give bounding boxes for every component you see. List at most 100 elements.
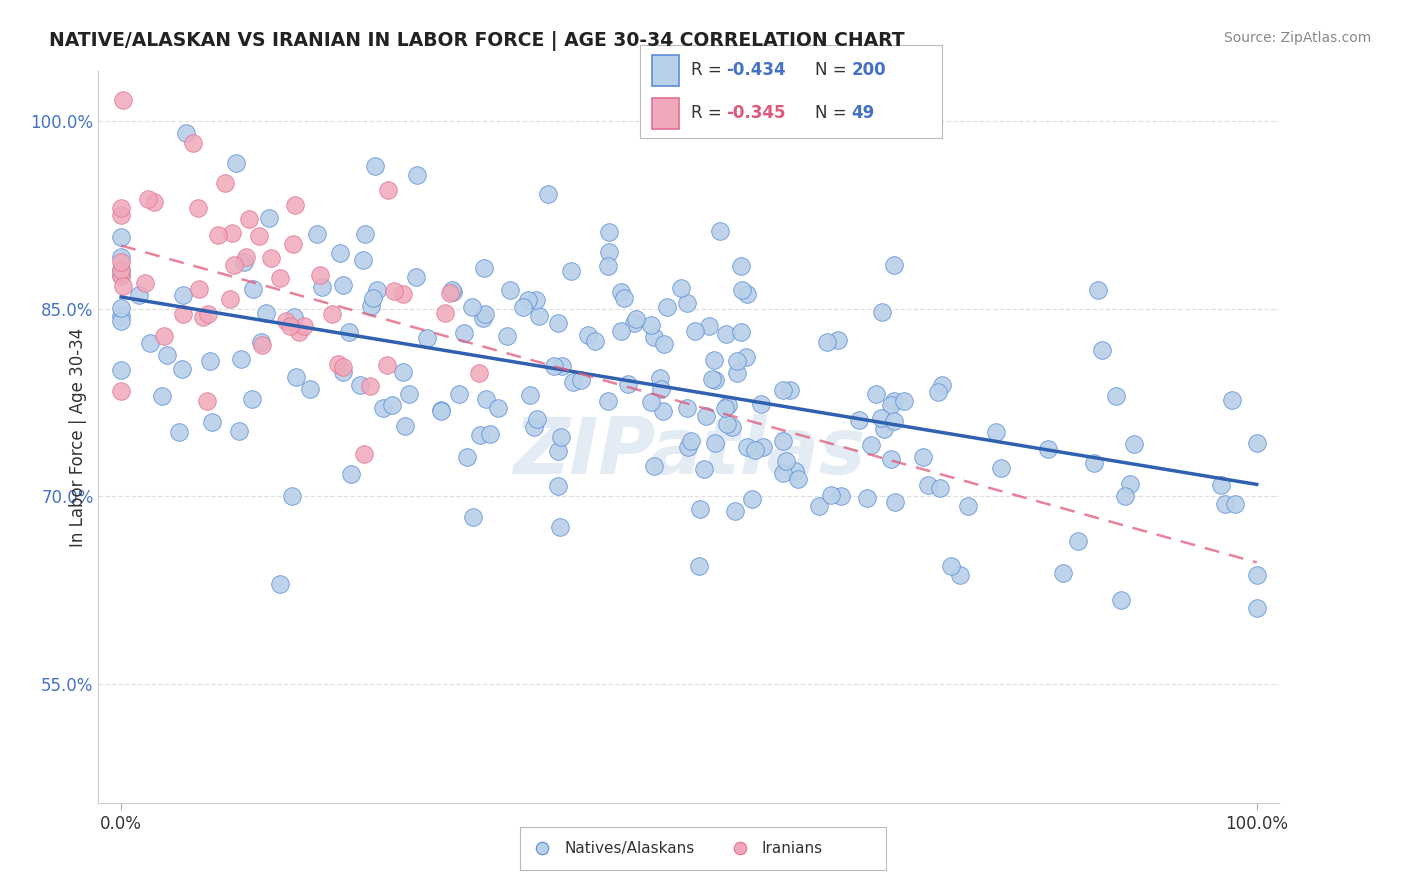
Point xyxy=(471,311,494,326)
Point xyxy=(724,504,747,518)
Point xyxy=(156,348,179,362)
Point xyxy=(772,383,794,397)
Point xyxy=(224,258,246,272)
Point xyxy=(598,393,620,408)
Point xyxy=(110,201,132,215)
Point xyxy=(700,372,723,386)
Point xyxy=(201,415,224,429)
Point xyxy=(110,230,132,244)
Point xyxy=(283,310,305,325)
Point xyxy=(332,366,354,380)
Point xyxy=(360,299,382,313)
Point xyxy=(728,841,751,855)
Point xyxy=(873,422,896,436)
Point xyxy=(260,252,283,266)
Point xyxy=(880,398,903,412)
Point xyxy=(716,326,738,341)
Point xyxy=(683,325,706,339)
Text: Source: ZipAtlas.com: Source: ZipAtlas.com xyxy=(1223,31,1371,45)
Point xyxy=(893,394,915,409)
Point xyxy=(679,434,702,449)
Point xyxy=(775,454,797,468)
Point xyxy=(1114,489,1136,503)
Point xyxy=(669,281,692,295)
Point xyxy=(709,224,731,238)
Point xyxy=(197,307,219,321)
Point xyxy=(349,377,371,392)
Point xyxy=(128,287,150,301)
Text: -0.434: -0.434 xyxy=(725,62,786,79)
Point xyxy=(598,225,620,239)
Point xyxy=(512,300,534,314)
Point xyxy=(704,373,727,387)
Point xyxy=(111,93,134,107)
Point xyxy=(398,386,420,401)
Point xyxy=(1246,435,1268,450)
Point xyxy=(657,300,679,314)
Point xyxy=(984,425,1007,440)
Point xyxy=(280,489,302,503)
Point xyxy=(526,293,548,307)
Point xyxy=(652,404,675,418)
Point xyxy=(449,386,471,401)
Point xyxy=(1246,567,1268,582)
Point xyxy=(468,427,491,442)
Point xyxy=(547,479,569,493)
Point xyxy=(576,327,599,342)
Point xyxy=(676,441,699,455)
Point xyxy=(883,414,905,428)
Point xyxy=(917,478,939,492)
Point xyxy=(430,403,453,417)
Point xyxy=(195,393,218,408)
Point xyxy=(703,435,725,450)
Point xyxy=(332,359,354,374)
Point xyxy=(110,263,132,277)
Point xyxy=(882,394,904,409)
Point xyxy=(392,365,415,379)
Y-axis label: In Labor Force | Age 30-34: In Labor Force | Age 30-34 xyxy=(69,327,87,547)
Text: R =: R = xyxy=(692,62,727,79)
Point xyxy=(461,300,484,314)
Point xyxy=(990,461,1012,475)
Point xyxy=(652,337,675,351)
Text: NATIVE/ALASKAN VS IRANIAN IN LABOR FORCE | AGE 30-34 CORRELATION CHART: NATIVE/ALASKAN VS IRANIAN IN LABOR FORCE… xyxy=(49,31,905,51)
Point xyxy=(207,227,229,242)
Point xyxy=(377,183,399,197)
Point xyxy=(142,195,165,210)
Point xyxy=(931,378,953,392)
Point xyxy=(472,260,495,275)
Point xyxy=(366,283,388,297)
Point xyxy=(617,377,640,392)
Point xyxy=(749,397,772,411)
Point xyxy=(735,440,758,454)
Point xyxy=(957,500,980,514)
Point xyxy=(433,305,456,319)
Point xyxy=(439,285,461,300)
Point xyxy=(112,279,135,293)
Point xyxy=(1123,436,1146,450)
Text: -0.345: -0.345 xyxy=(725,103,786,121)
Point xyxy=(610,285,633,299)
Point xyxy=(695,409,717,423)
Point xyxy=(730,325,752,339)
Point xyxy=(353,447,375,461)
Point xyxy=(453,326,475,341)
Point xyxy=(807,500,830,514)
Point xyxy=(254,306,277,320)
Point xyxy=(613,291,636,305)
Point xyxy=(689,502,711,516)
Point xyxy=(543,359,565,373)
Point xyxy=(772,466,794,480)
Point xyxy=(793,102,815,116)
Point xyxy=(110,269,132,284)
Point xyxy=(176,126,198,140)
Point xyxy=(416,331,439,345)
Point xyxy=(640,394,662,409)
Point xyxy=(643,330,665,344)
Point xyxy=(307,227,329,241)
Point xyxy=(456,450,478,465)
Point xyxy=(221,226,243,240)
Point xyxy=(167,425,190,440)
Point xyxy=(309,268,332,282)
Point xyxy=(187,202,209,216)
